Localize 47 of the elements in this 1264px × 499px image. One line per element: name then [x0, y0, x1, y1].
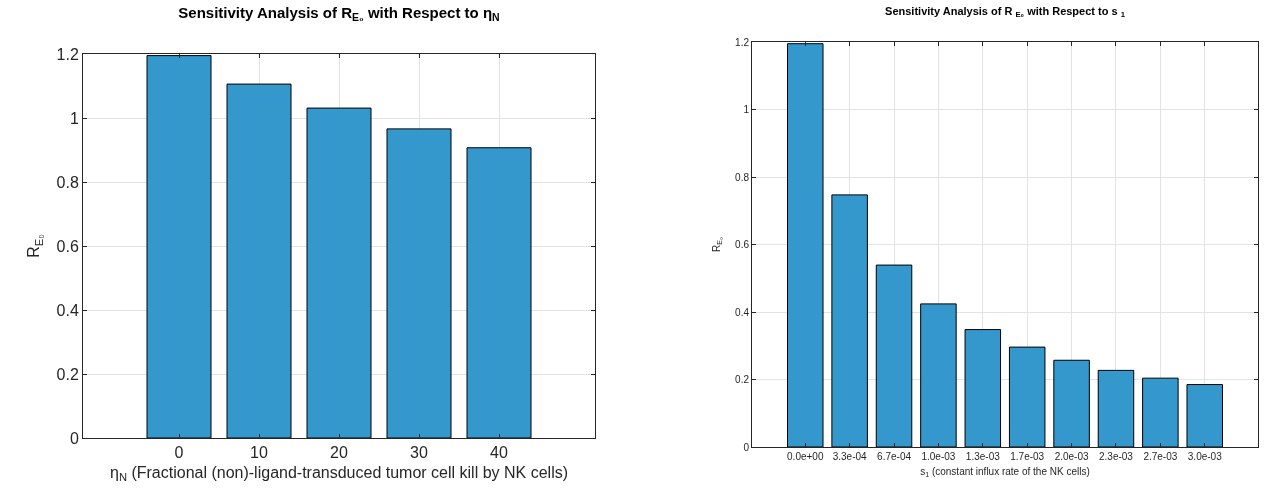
x-tick-label: 1.3e-03: [965, 451, 1001, 462]
bar: [875, 264, 913, 447]
x-tick-label: 6.7e-04: [877, 451, 912, 462]
x-tick-label: 2.3e-03: [1099, 451, 1134, 462]
x-tick-label: 20: [330, 444, 348, 462]
x-axis-title: η$_{N}$ (Fractional (non)-ligand-transduced tumor cell kill by NK cells): [109, 463, 569, 484]
bar: [386, 128, 452, 438]
bar: [306, 107, 372, 438]
x-tick-label: 1.7e-03: [1010, 451, 1045, 462]
x-tick-label: 0: [174, 444, 184, 462]
y-tick-label: 0.6: [735, 239, 750, 250]
y-tick-label: 1: [743, 104, 750, 115]
y-tick-label: 0.4: [56, 301, 79, 319]
y-tick-label: 1.2: [56, 45, 79, 63]
bar: [1097, 369, 1135, 447]
x-tick-label: 10: [250, 444, 268, 462]
x-tick-label: 0.0e+00: [787, 451, 824, 462]
bar: [1186, 384, 1223, 447]
y-tick-label: 0.8: [56, 173, 79, 191]
y-tick-label: 1: [69, 109, 79, 127]
y-tick-label: 0.6: [56, 237, 79, 255]
bar: [146, 55, 212, 438]
x-tick-label: 1.0e-03: [921, 451, 956, 462]
chart-title: Sensitivity Analysis of R$_{E₀}$ with Respect to η$_{N}$: [178, 3, 500, 24]
bar: [1142, 377, 1179, 447]
bar: [787, 43, 824, 447]
x-axis-title: s$_{1}$ (constant influx rate of the NK cells): [920, 465, 1090, 478]
x-tick-label: 30: [410, 444, 428, 462]
x-tick-label: 3.0e-03: [1187, 451, 1223, 462]
y-tick-label: 0.8: [735, 171, 750, 183]
bar: [226, 83, 292, 438]
y-tick-label: 1.2: [735, 36, 750, 48]
x-tick-label: 40: [490, 444, 508, 462]
y-tick-label: 0.4: [735, 306, 750, 318]
x-tick-label: 2.0e-03: [1054, 451, 1089, 462]
bar: [920, 303, 957, 447]
y-tick-label: 0.2: [735, 374, 750, 385]
x-tick-label: 3.3e-04: [832, 451, 868, 462]
x-tick-label: 2.7e-03: [1143, 451, 1178, 462]
y-tick-label: 0.2: [56, 365, 79, 383]
bar: [1053, 359, 1090, 447]
bar: [831, 194, 868, 447]
bar: [1008, 346, 1046, 447]
chart-title: Sensitivity Analysis of R $_{E₀}$ with Respect to s $_{1}$: [885, 5, 1126, 20]
y-tick-label: 0: [69, 429, 79, 447]
bar: [466, 147, 532, 438]
bar: [964, 329, 1002, 447]
